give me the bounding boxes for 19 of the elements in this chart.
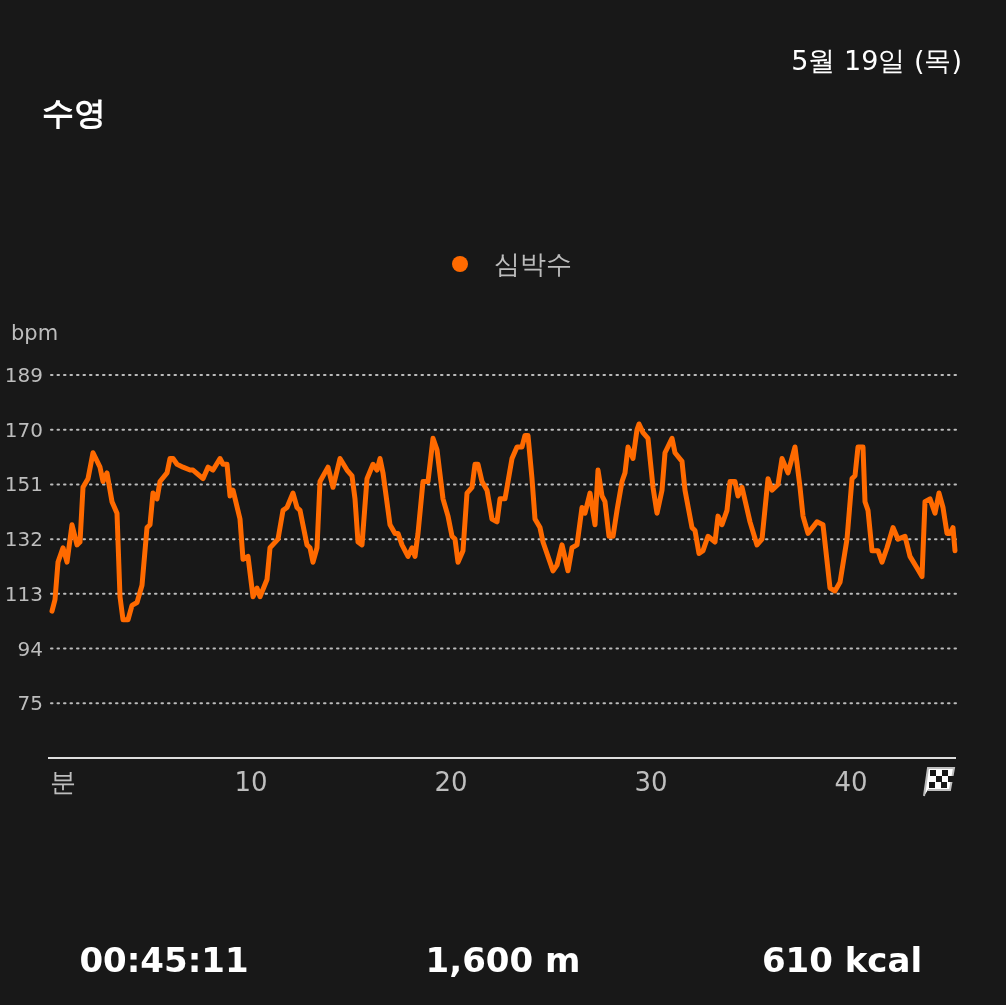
y-tick-label: 151 <box>4 472 43 497</box>
x-axis-title: 분 <box>50 767 76 797</box>
y-tick-label: 94 <box>17 636 43 661</box>
text: 610 kcal <box>761 940 923 980</box>
x-tick-label: 30 <box>634 767 668 797</box>
text: 00:45:11 <box>79 940 249 980</box>
y-tick-label: 113 <box>4 581 43 606</box>
y-tick-label: 75 <box>17 691 43 716</box>
y-tick-label: 132 <box>4 527 43 552</box>
x-tick-label: 20 <box>434 767 468 797</box>
x-tick-label: 40 <box>834 767 868 797</box>
chart-subtitle: 5월 19일 (목) <box>791 45 962 76</box>
chart-title: 수영 <box>42 94 106 132</box>
y-tick-label: 170 <box>4 417 43 442</box>
x-tick-label: 10 <box>234 767 268 797</box>
y-tick-label: 189 <box>4 363 43 387</box>
y-axis-title: bpm <box>11 321 59 345</box>
text: 1,600 m <box>425 940 581 980</box>
legend-label: 심박수 <box>494 249 572 279</box>
